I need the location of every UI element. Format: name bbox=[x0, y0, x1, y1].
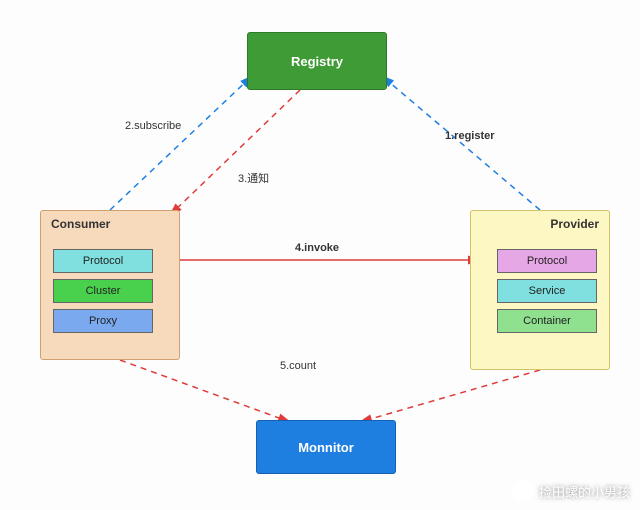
edge-subscribe bbox=[110, 76, 252, 210]
monitor-node: Monnitor bbox=[256, 420, 396, 474]
label-notify: 3.通知 bbox=[238, 170, 269, 186]
label-subscribe: 2.subscribe bbox=[125, 120, 181, 132]
provider-service: Service bbox=[497, 279, 597, 303]
consumer-panel: Consumer Protocol Cluster Proxy bbox=[40, 210, 180, 360]
consumer-proxy: Proxy bbox=[53, 309, 153, 333]
wechat-icon bbox=[511, 480, 533, 502]
edge-register bbox=[382, 76, 540, 210]
label-register: 1.register bbox=[445, 130, 495, 142]
watermark-text: 捡田螺的小男孩 bbox=[539, 482, 630, 501]
consumer-protocol-label: Protocol bbox=[83, 255, 123, 267]
label-count: 5.count bbox=[280, 360, 316, 372]
registry-node: Registry bbox=[247, 32, 387, 90]
provider-panel: Provider Protocol Service Container bbox=[470, 210, 610, 370]
registry-label: Registry bbox=[291, 54, 343, 69]
monitor-label: Monnitor bbox=[298, 440, 354, 455]
provider-container: Container bbox=[497, 309, 597, 333]
provider-service-label: Service bbox=[529, 285, 566, 297]
consumer-cluster: Cluster bbox=[53, 279, 153, 303]
watermark: 捡田螺的小男孩 bbox=[511, 480, 630, 502]
provider-protocol: Protocol bbox=[497, 249, 597, 273]
provider-container-label: Container bbox=[523, 315, 571, 327]
consumer-proxy-label: Proxy bbox=[89, 315, 117, 327]
consumer-title: Consumer bbox=[51, 217, 110, 231]
label-invoke: 4.invoke bbox=[295, 242, 339, 254]
provider-title: Provider bbox=[550, 217, 599, 231]
edge-notify bbox=[170, 90, 300, 215]
edge-count-c bbox=[120, 360, 290, 422]
consumer-cluster-label: Cluster bbox=[86, 285, 121, 297]
edge-count-p bbox=[360, 370, 540, 422]
provider-protocol-label: Protocol bbox=[527, 255, 567, 267]
consumer-protocol: Protocol bbox=[53, 249, 153, 273]
